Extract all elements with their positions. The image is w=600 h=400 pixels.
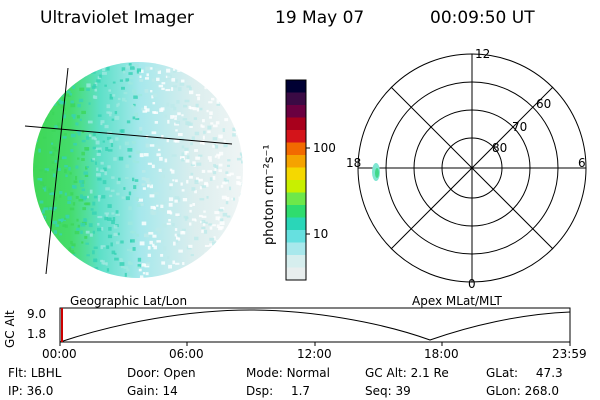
status-ip: IP: 36.0 [8, 384, 54, 398]
status-door: Door: Open [127, 366, 196, 380]
altitude-xtick-3: 18:00 [424, 347, 459, 361]
polar-label: Apex MLat/MLT [412, 294, 502, 308]
status-dsp: Dsp: 1.7 [246, 384, 311, 398]
status-gain: Gain: 14 [127, 384, 178, 398]
colorbar-segment [286, 155, 306, 168]
colorbar-segment [286, 255, 306, 268]
colorbar-segment [286, 130, 306, 143]
mlt-label-18: 18 [346, 156, 362, 170]
colorbar-segment [286, 230, 306, 243]
globe-label: Geographic Lat/Lon [70, 294, 188, 308]
colorbar-segment [286, 142, 306, 156]
colorbar-segment [286, 180, 306, 193]
lat-label-80: 80 [492, 141, 508, 155]
altitude-plot [59, 307, 571, 346]
status-gc-alt: GC Alt: 2.1 Re [365, 366, 449, 380]
colorbar [285, 79, 310, 281]
mlt-label-12: 12 [475, 47, 491, 61]
altitude-xtick-2: 12:00 [297, 347, 332, 361]
altitude-ylabel: GC Alt [3, 310, 17, 348]
status-flt: Flt: LBHL [8, 366, 62, 380]
status-glat: GLat: 47.3 [486, 366, 563, 380]
colorbar-segment [286, 267, 306, 281]
colorbar-tick-10: 10 [313, 227, 329, 241]
colorbar-segment [286, 105, 306, 118]
polar-plot [357, 53, 587, 283]
colorbar-tick-100: 100 [313, 141, 336, 155]
parallel-line [24, 125, 233, 145]
colorbar-unit-label: photon cm⁻²s⁻¹ [262, 144, 277, 245]
altitude-xtick-4: 23:59 [552, 347, 587, 361]
lat-label-70: 70 [512, 120, 528, 134]
status-mode: Mode: Normal [246, 366, 330, 380]
colorbar-segment [286, 80, 306, 93]
mlt-label-0: 0 [468, 277, 476, 291]
colorbar-segment [286, 92, 306, 106]
altitude-ytick-bottom: 1.8 [27, 327, 47, 341]
colorbar-segment [286, 192, 306, 206]
colorbar-segment [286, 242, 306, 256]
date-label: 19 May 07 [275, 8, 365, 28]
colorbar-segment [286, 167, 306, 181]
altitude-xtick-0: 00:00 [42, 347, 77, 361]
colorbar-segment [286, 205, 306, 218]
instrument-title: Ultraviolet Imager [40, 8, 194, 28]
altitude-xtick-1: 06:00 [169, 347, 204, 361]
mlt-label-6: 6 [578, 156, 586, 170]
time-label: 00:09:50 UT [430, 8, 535, 28]
status-seq: Seq: 39 [365, 384, 411, 398]
altitude-ytick-top: 9.0 [27, 307, 47, 321]
meridian-line [45, 67, 69, 275]
lat-label-60: 60 [536, 97, 552, 111]
status-glon: GLon: 268.0 [486, 384, 559, 398]
colorbar-segment [286, 117, 306, 131]
earth-image [24, 62, 243, 278]
colorbar-segment [286, 217, 306, 231]
